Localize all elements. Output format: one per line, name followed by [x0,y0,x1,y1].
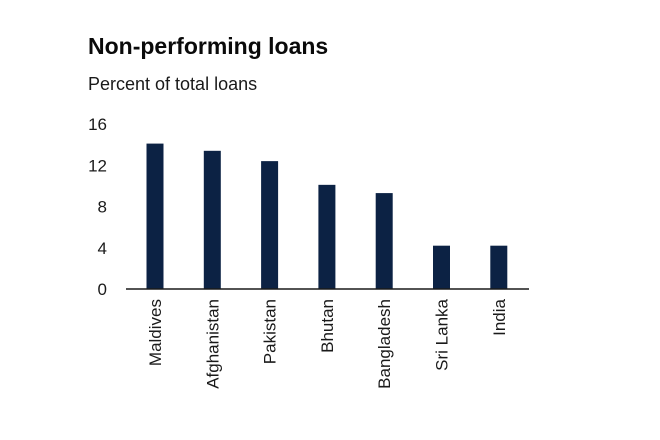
y-tick-label: 0 [98,280,107,299]
x-tick-label: Afghanistan [203,299,222,389]
bar-india [490,245,508,289]
x-tick-label: Maldives [146,299,165,366]
y-tick-label: 12 [88,156,107,175]
y-tick-label: 4 [98,239,107,258]
y-tick-label: 8 [98,198,107,217]
bar-bangladesh [375,193,393,289]
bar-pakistan [261,161,279,289]
y-axis-ticks: 0 4 8 12 16 [88,115,107,299]
y-tick-label: 16 [88,115,107,134]
bar-afghanistan [203,150,221,289]
x-tick-label: Bangladesh [375,299,394,389]
x-axis-labels: Maldives Afghanistan Pakistan Bhutan Banglad… [146,298,509,388]
bar-maldives [146,143,164,289]
chart-title: Non-performing loans [88,33,328,59]
bars [146,143,508,289]
x-tick-label: India [490,298,509,335]
bar-bhutan [318,184,336,289]
x-tick-label: Pakistan [261,299,280,364]
x-tick-label: Bhutan [318,299,337,353]
bar-sri-lanka [433,245,450,289]
chart-subtitle: Percent of total loans [88,74,257,94]
x-tick-label: Sri Lanka [433,298,452,370]
